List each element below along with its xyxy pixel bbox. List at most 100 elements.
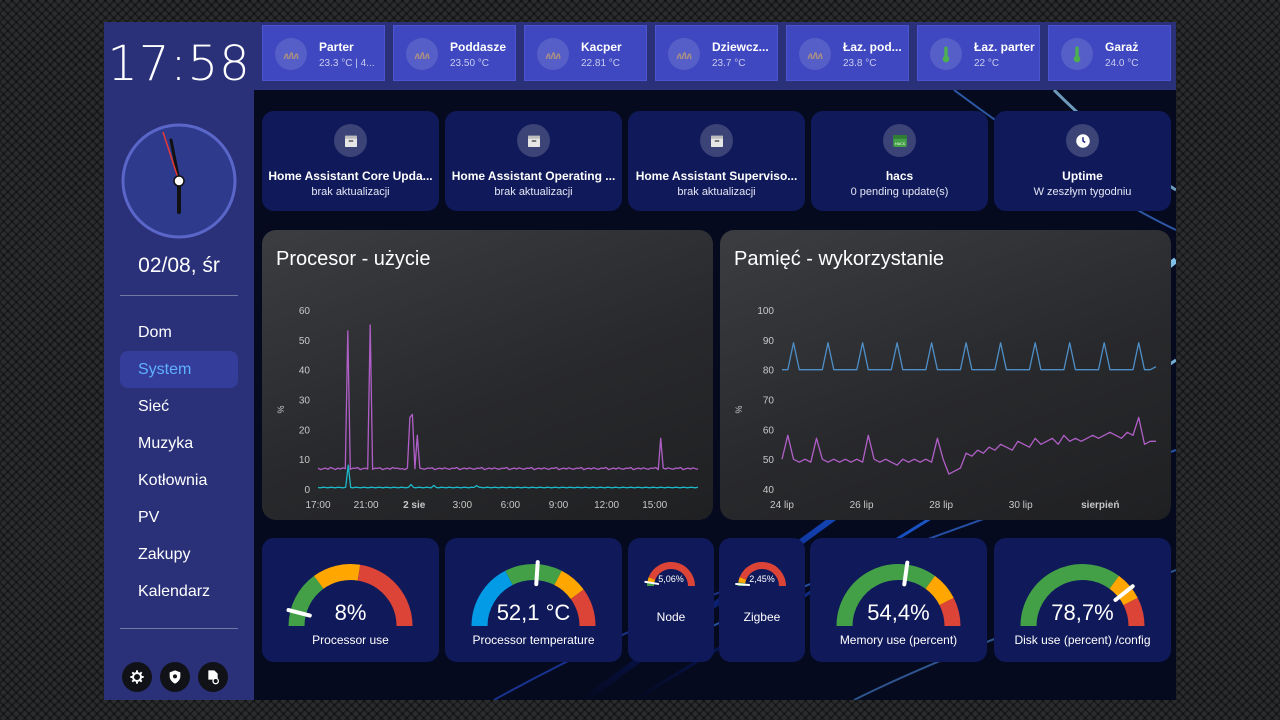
update-card[interactable]: HACS hacs 0 pending update(s)	[811, 111, 988, 211]
sidebar-divider	[120, 628, 238, 629]
gauge-card[interactable]: 78,7% Disk use (percent) /config	[994, 538, 1171, 662]
gauge-value: 54,4%	[867, 600, 930, 625]
room-card[interactable]: Dziewcz... 23.7 °C	[655, 25, 778, 81]
gauge-value: 8%	[334, 600, 367, 625]
gauge-needle	[644, 580, 660, 585]
cpu-chart: 0 10 20 30 40 50 60% 17:00 21:00 2 sie 3:00 6:00 9:0…	[276, 306, 699, 511]
gauge-segment	[738, 577, 747, 584]
room-name: Parter	[319, 40, 354, 54]
x-tick-label: 30 lip	[1009, 500, 1033, 511]
room-card[interactable]: Łaz. parter 22 °C	[917, 25, 1040, 81]
digital-clock: 17:58	[107, 36, 251, 92]
sidebar-divider	[120, 295, 238, 296]
x-tick-label: 3:00	[453, 500, 473, 511]
gear-button[interactable]	[122, 662, 152, 692]
gauge-segment	[836, 564, 935, 627]
y-tick-label: 30	[299, 396, 311, 407]
x-tick-label: 17:00	[305, 500, 330, 511]
room-card[interactable]: Poddasze 23.50 °C	[393, 25, 516, 81]
room-temperature: 23.7 °C	[712, 58, 746, 69]
update-icon-badge	[517, 124, 550, 157]
date-label: 02/08, śr	[138, 254, 220, 277]
package-icon	[710, 135, 723, 147]
y-tick-label: 90	[763, 336, 775, 347]
update-card[interactable]: Home Assistant Operating ... brak aktuali…	[445, 111, 622, 211]
gauge-needle	[286, 608, 312, 618]
update-title: Home Assistant Core Upda...	[268, 169, 433, 183]
nav-item[interactable]: Kalendarz	[138, 583, 211, 600]
heating-icon	[676, 52, 692, 60]
nav-item[interactable]: Muzyka	[138, 435, 194, 452]
y-tick-label: 60	[299, 306, 311, 317]
x-tick-label: 24 lip	[770, 500, 794, 511]
y-tick-label: 50	[763, 455, 775, 466]
room-name: Łaz. pod...	[843, 40, 902, 54]
gauge-segment	[739, 562, 786, 587]
shield-icon	[169, 670, 181, 684]
sidebar: 17:58 02/08, śr Dom System Sieć Muzyka Kotło…	[104, 22, 254, 700]
update-card[interactable]: Home Assistant Core Upda... brak aktualiz…	[262, 111, 439, 211]
gauge-segment	[1123, 597, 1145, 627]
nav-item[interactable]: Kotłownia	[138, 472, 208, 489]
gauge-value: 5,06%	[658, 574, 684, 584]
file-settings-button[interactable]	[198, 662, 228, 692]
sidebar-tools	[122, 662, 228, 692]
room-temperature: 22 °C	[974, 58, 1000, 69]
gauge-value: 52,1 °C	[496, 600, 571, 625]
heating-icon	[414, 52, 430, 60]
cpu-chart-card: Procesor - użycie 0 10 20 30 40 50 60% 17:00 21:…	[262, 230, 713, 520]
room-name: Garaż	[1105, 40, 1139, 54]
update-icon-badge: HACS	[883, 124, 916, 157]
gauge-segment	[357, 564, 413, 627]
x-tick-label: sierpień	[1081, 500, 1119, 511]
svg-text:HACS: HACS	[894, 141, 905, 145]
nav-item[interactable]: System	[120, 351, 238, 388]
room-name: Łaz. parter	[974, 40, 1035, 54]
room-card[interactable]: Garaż 24.0 °C	[1048, 25, 1171, 81]
gauge-card[interactable]: 5,06% Node	[628, 538, 714, 662]
room-icon-badge	[275, 38, 307, 70]
nav-item[interactable]: Zakupy	[138, 546, 191, 563]
gauge-card[interactable]: 8% Processor use	[262, 538, 439, 662]
y-tick-label: 80	[763, 366, 775, 377]
gauge-segment	[471, 570, 513, 627]
y-axis-label: %	[276, 405, 286, 413]
gauge-segment	[570, 589, 596, 627]
room-temperature: 23.50 °C	[450, 58, 490, 69]
update-card[interactable]: Home Assistant Superviso... brak aktualiz…	[628, 111, 805, 211]
update-icon-badge	[1066, 124, 1099, 157]
package-icon	[344, 135, 357, 147]
nav-item[interactable]: Sieć	[138, 398, 170, 415]
y-tick-label: 20	[299, 425, 311, 436]
room-icon-badge	[1061, 38, 1093, 70]
room-icon-badge	[930, 38, 962, 70]
gauge-label: Node	[656, 610, 686, 624]
gauge-card[interactable]: 2,45% Zigbee	[719, 538, 805, 662]
gauge-value: 78,7%	[1051, 600, 1114, 625]
dashboard-frame: 17:58 02/08, śr Dom System Sieć Muzyka Kotło…	[104, 22, 1176, 700]
room-card[interactable]: Parter 23.3 °C | 4...	[262, 25, 385, 81]
gauge-segment	[925, 575, 954, 606]
nav-item[interactable]: PV	[138, 509, 160, 526]
room-card[interactable]: Łaz. pod... 23.8 °C	[786, 25, 909, 81]
shield-button[interactable]	[160, 662, 190, 692]
gauge-segment	[288, 575, 324, 627]
file-settings-icon	[208, 670, 219, 685]
update-status: W zeszłym tygodniu	[1033, 186, 1132, 198]
room-card[interactable]: Kacper 22.81 °C	[524, 25, 647, 81]
package-icon	[527, 135, 540, 147]
nav-item[interactable]: Dom	[138, 324, 172, 341]
x-tick-label: 9:00	[549, 500, 569, 511]
x-tick-label: 6:00	[501, 500, 521, 511]
update-status: brak aktualizacji	[677, 186, 756, 198]
room-icon-badge	[799, 38, 831, 70]
gauge-card[interactable]: 54,4% Memory use (percent)	[810, 538, 987, 662]
x-tick-label: 12:00	[594, 500, 619, 511]
gauge-needle	[1113, 584, 1135, 602]
x-tick-label: 21:00	[354, 500, 379, 511]
series-line	[782, 342, 1157, 371]
series-line	[781, 416, 1156, 475]
room-name: Dziewcz...	[712, 40, 769, 54]
update-card[interactable]: Uptime W zeszłym tygodniu	[994, 111, 1171, 211]
gauge-card[interactable]: 52,1 °C Processor temperature	[445, 538, 622, 662]
